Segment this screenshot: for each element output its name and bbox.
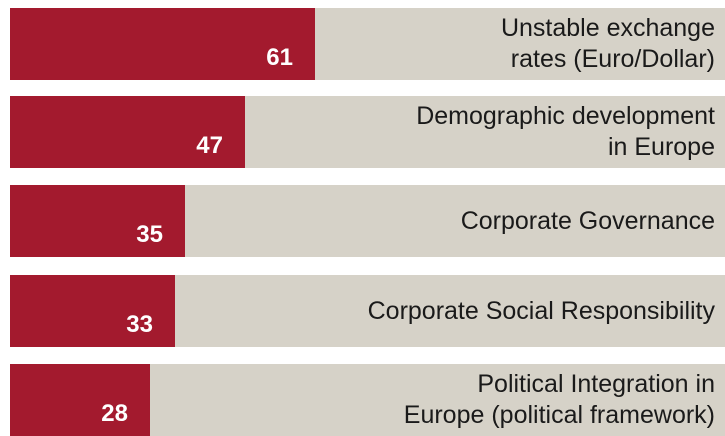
bar-row: 61 Unstable exchange rates (Euro/Dollar) <box>10 8 725 80</box>
bar: 28 <box>10 364 150 436</box>
value-label: 47 <box>196 132 223 159</box>
bar-row: 35 Corporate Governance <box>10 185 725 257</box>
category-label: Demographic development in Europe <box>416 102 715 161</box>
bar: 47 <box>10 96 245 168</box>
category-label: Corporate Governance <box>460 206 715 235</box>
value-label: 33 <box>126 311 153 338</box>
bar: 35 <box>10 185 185 257</box>
bar-row: 47 Demographic development in Europe <box>10 96 725 168</box>
value-label: 35 <box>136 221 163 248</box>
bar-row: 28 Political Integration in Europe (polit… <box>10 364 725 436</box>
bar: 61 <box>10 8 315 80</box>
bar-row: 33 Corporate Social Responsibility <box>10 275 725 347</box>
category-label: Unstable exchange rates (Euro/Dollar) <box>500 14 715 73</box>
category-label: Political Integration in Europe (politic… <box>403 370 715 429</box>
category-label: Corporate Social Responsibility <box>367 296 715 325</box>
value-label: 28 <box>101 400 128 427</box>
bar: 33 <box>10 275 175 347</box>
value-label: 61 <box>266 44 293 71</box>
